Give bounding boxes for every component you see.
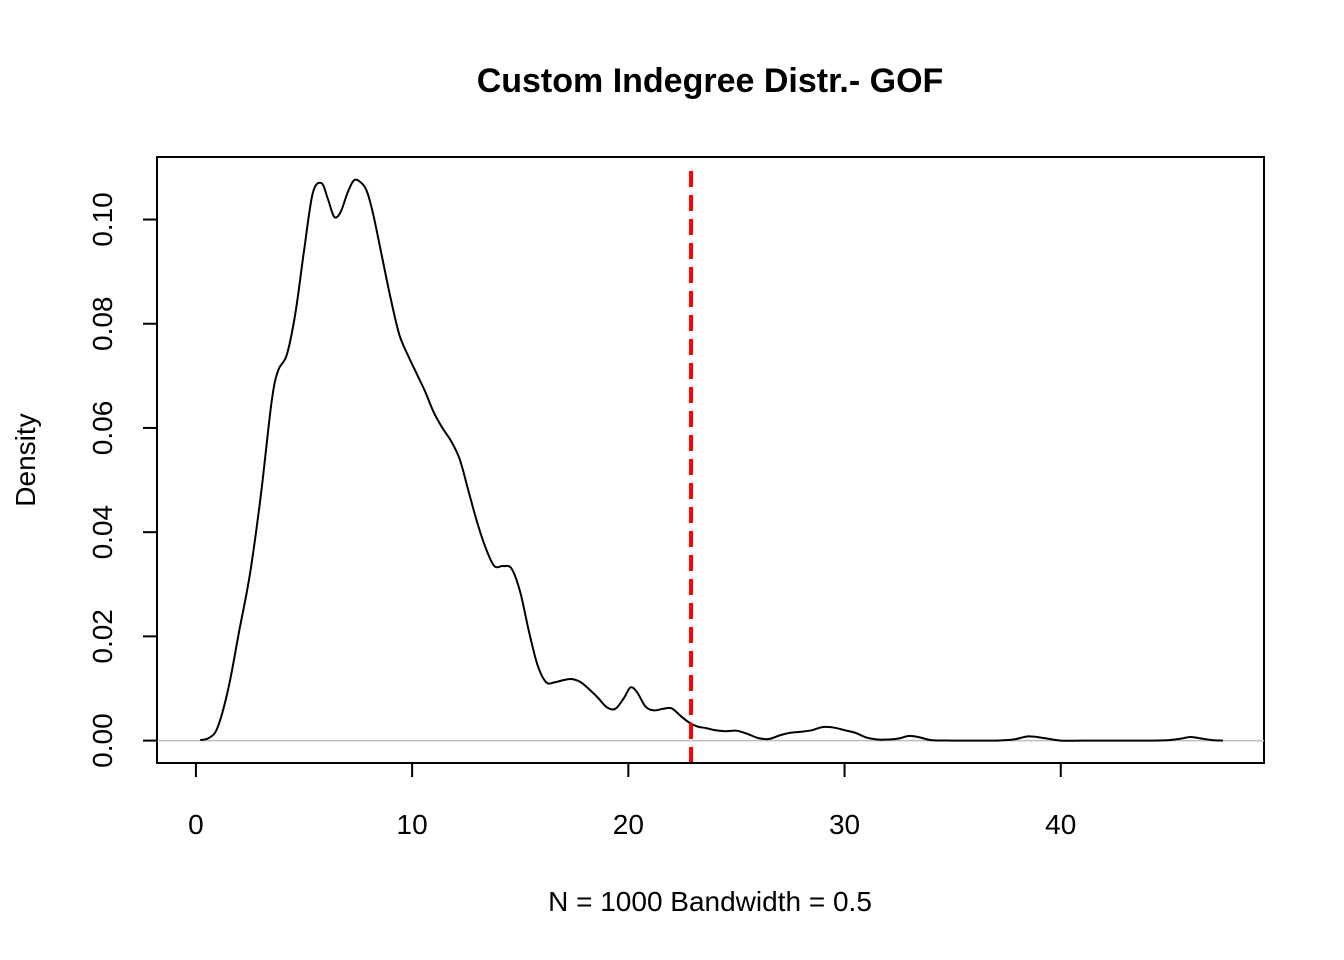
x-tick-label: 20 [613,809,644,840]
density-series [200,178,1223,742]
x-axis: 0 10 20 30 40 [188,762,1076,840]
x-tick-label: 40 [1045,809,1076,840]
plot-frame [156,156,1265,764]
density-line-0 [200,178,1223,742]
y-tick-label: 0.10 [87,192,118,247]
y-tick-label: 0.00 [87,713,118,768]
y-axis: 0.00 0.02 0.04 0.06 0.08 0.10 [87,192,158,768]
y-tick-label: 0.08 [87,296,118,351]
y-tick-label: 0.02 [87,609,118,664]
x-tick-label: 0 [188,809,204,840]
y-tick-label: 0.06 [87,401,118,456]
y-axis-label: Density [10,413,41,506]
y-tick-label: 0.04 [87,505,118,560]
chart-title: Custom Indegree Distr.- GOF [477,62,944,100]
x-axis-label: N = 1000 Bandwidth = 0.5 [548,886,872,917]
x-tick-label: 10 [397,809,428,840]
x-tick-label: 30 [829,809,860,840]
